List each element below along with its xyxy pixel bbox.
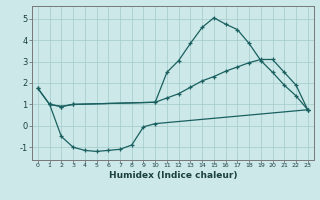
X-axis label: Humidex (Indice chaleur): Humidex (Indice chaleur) xyxy=(108,171,237,180)
